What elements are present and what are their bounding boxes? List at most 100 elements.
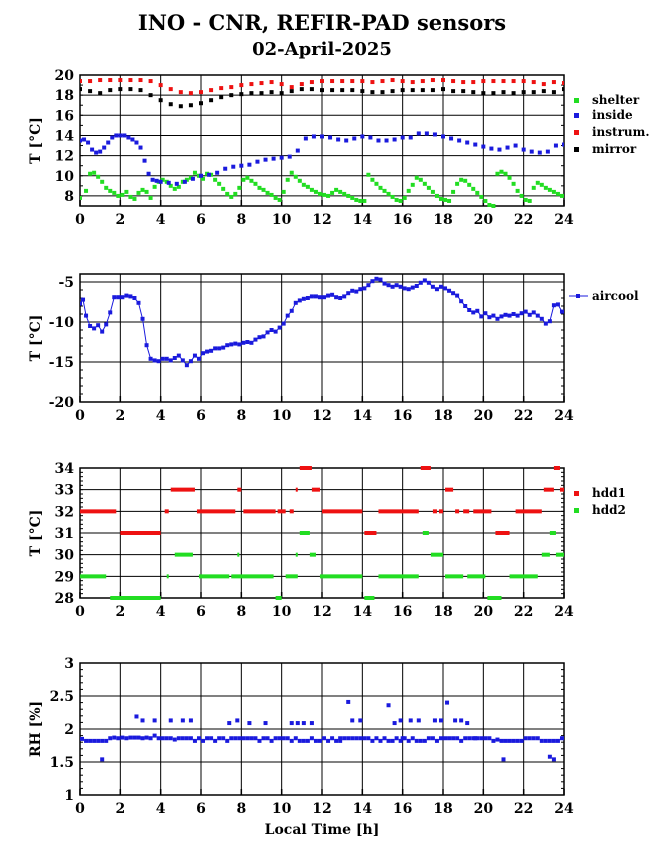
y-tick-label: 20	[55, 68, 75, 84]
data-point	[326, 738, 331, 743]
data-point	[100, 757, 105, 762]
data-point	[81, 297, 86, 302]
data-point	[473, 142, 478, 147]
data-point	[432, 132, 437, 137]
data-point	[443, 736, 448, 741]
y-tick-label: 14	[55, 128, 75, 144]
data-point	[322, 192, 327, 197]
data-point	[340, 79, 345, 84]
data-point	[551, 90, 556, 95]
data-point	[192, 170, 197, 175]
data-point	[309, 294, 314, 299]
data-point	[229, 194, 234, 199]
legend-label: mirror	[592, 142, 637, 156]
y-tick-label: 1.5	[50, 755, 74, 771]
data-point	[445, 700, 450, 705]
data-point	[134, 140, 139, 145]
data-point	[259, 81, 264, 86]
data-point	[422, 738, 427, 743]
data-point	[128, 87, 133, 92]
data-point	[313, 738, 318, 743]
data-point	[289, 170, 294, 175]
data-point	[487, 315, 492, 320]
data-point	[317, 295, 322, 300]
x-tick-label: 12	[312, 212, 331, 228]
data-point	[309, 721, 314, 726]
data-point	[209, 172, 214, 177]
data-point	[245, 736, 250, 741]
data-point	[551, 189, 556, 194]
data-point	[249, 736, 254, 741]
data-point	[501, 79, 506, 84]
data-point	[386, 191, 391, 196]
data-point	[168, 102, 173, 107]
x-tick-label: 20	[474, 604, 494, 620]
data-point	[551, 80, 556, 85]
series-aircool	[80, 276, 564, 368]
data-point	[523, 736, 528, 741]
data-point	[475, 736, 480, 741]
x-tick-label: 10	[272, 801, 292, 817]
data-point	[527, 198, 532, 203]
data-point	[519, 193, 524, 198]
data-point	[313, 294, 318, 299]
y-tick-label: -10	[49, 315, 75, 331]
data-point	[277, 325, 282, 330]
y-tick-label: 34	[55, 461, 75, 477]
data-point	[80, 301, 82, 306]
x-tick-label: 18	[433, 604, 452, 620]
data-point	[507, 738, 512, 743]
x-tick-label: 10	[272, 212, 292, 228]
data-point	[209, 88, 214, 93]
data-point	[273, 195, 278, 200]
data-point	[221, 186, 226, 191]
data-point	[463, 736, 468, 741]
data-point	[483, 311, 488, 316]
data-point	[370, 279, 375, 284]
data-point	[378, 185, 383, 190]
data-point	[392, 137, 397, 142]
data-point	[338, 296, 343, 300]
data-point	[289, 721, 294, 726]
data-point	[400, 135, 405, 140]
data-point	[281, 321, 286, 326]
data-point	[219, 95, 224, 100]
data-point	[368, 135, 373, 140]
data-point	[529, 149, 534, 154]
data-point	[237, 736, 242, 741]
x-tick-label: 8	[236, 604, 246, 620]
data-point	[239, 83, 244, 88]
x-tick-label: 24	[554, 408, 574, 424]
data-point	[96, 738, 101, 743]
data-point	[390, 284, 395, 289]
data-point	[491, 91, 496, 96]
x-tick-label: 16	[393, 212, 412, 228]
data-point	[277, 197, 282, 202]
data-point	[116, 193, 121, 198]
data-point	[394, 283, 399, 288]
data-point	[152, 733, 157, 738]
data-point	[233, 736, 238, 741]
data-point	[330, 88, 335, 93]
x-tick-label: 22	[514, 408, 533, 424]
data-point	[140, 316, 145, 321]
x-tick-label: 16	[393, 801, 412, 817]
data-point	[229, 85, 234, 90]
data-point	[152, 358, 157, 363]
data-point	[88, 738, 93, 743]
data-point	[495, 737, 500, 742]
data-point	[255, 159, 260, 164]
data-point	[301, 296, 306, 301]
data-point	[390, 78, 395, 83]
data-point	[481, 144, 486, 149]
y-tick-label: 18	[55, 88, 74, 104]
data-point	[130, 137, 135, 142]
x-tick-label: 4	[156, 408, 166, 424]
legend-marker	[574, 130, 579, 135]
chart-subtitle: 02-April-2025	[252, 39, 392, 60]
data-point	[301, 182, 306, 187]
data-point	[289, 308, 294, 313]
data-point	[531, 185, 536, 190]
data-point	[138, 78, 143, 83]
data-point	[132, 196, 137, 201]
